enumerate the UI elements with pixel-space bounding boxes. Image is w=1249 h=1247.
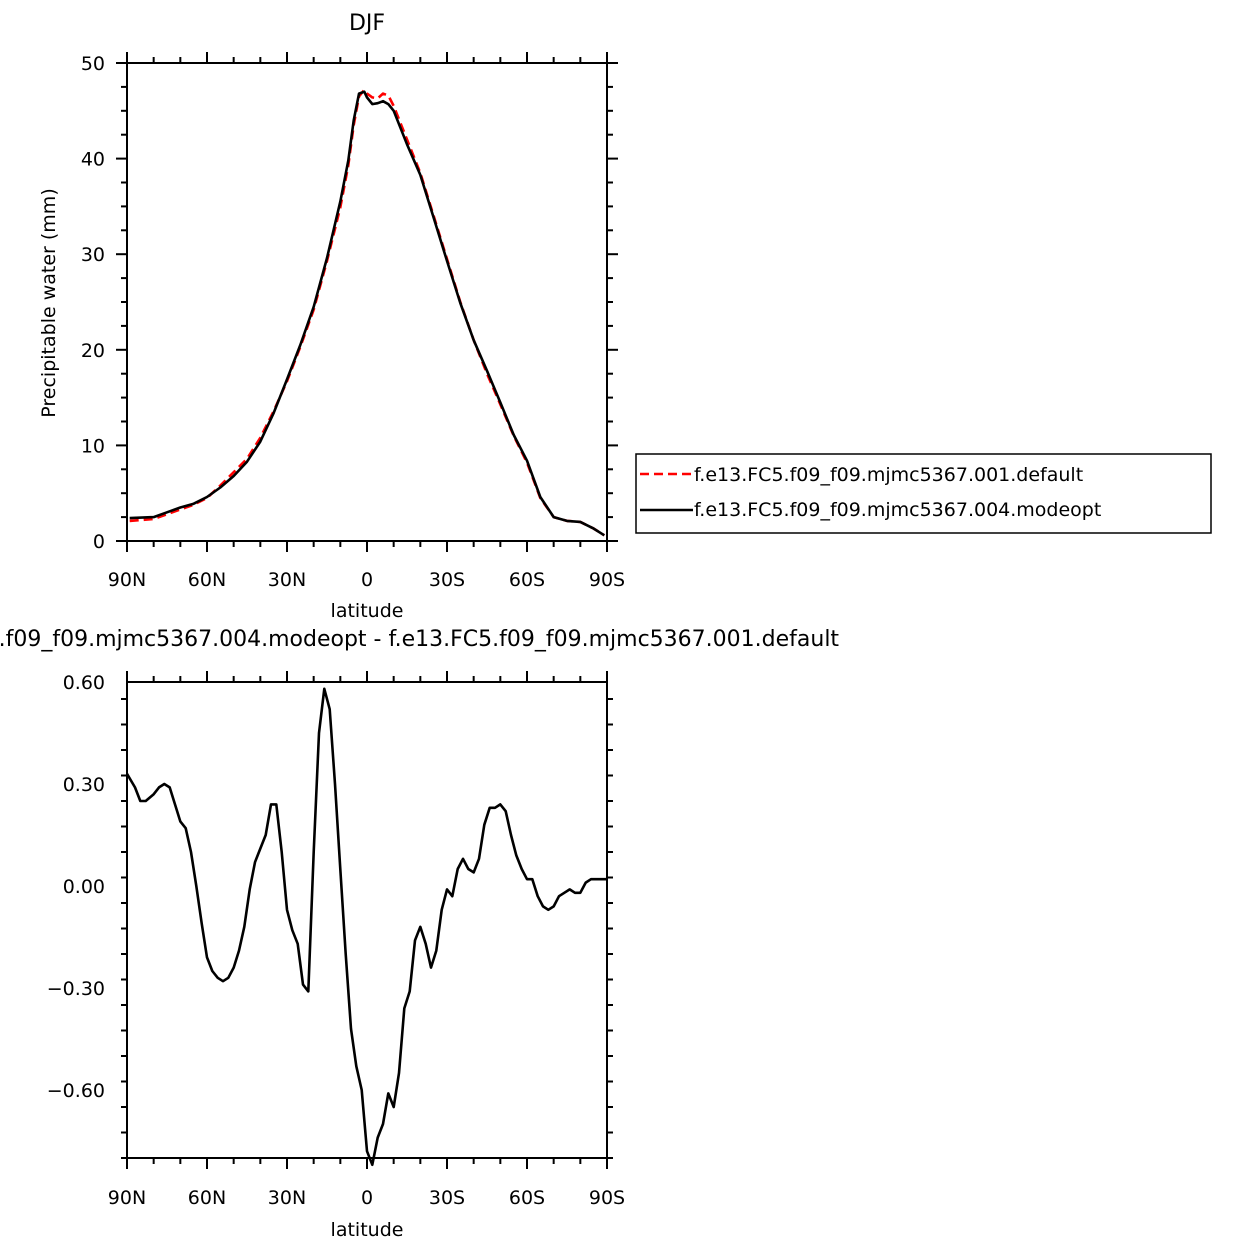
series-line-modeopt (129, 90, 605, 537)
y-tick-label: 0.60 (63, 672, 105, 694)
chart-bottom-x-axis-label: latitude (331, 1219, 404, 1241)
chart-top-y-axis-label: Precipitable water (mm) (38, 188, 60, 417)
y-tick-label: 40 (81, 149, 105, 171)
x-tick-label: 60N (188, 1187, 226, 1209)
y-tick-label: 20 (81, 340, 105, 362)
y-tick-label: 0.30 (63, 774, 105, 796)
chart-bottom: f.e13.FC5.f09_f09.mjmc5367.004.modeopt -… (0, 627, 839, 1241)
x-tick-label: 60S (509, 1187, 545, 1209)
chart-bottom-y-tick-labels: 0.60 0.30 0.00 −0.30 −0.60 (47, 672, 105, 1102)
y-tick-label: 0 (93, 531, 105, 553)
x-tick-label: 90N (108, 569, 146, 591)
x-tick-label: 90S (589, 1187, 625, 1209)
chart-top-title: DJF (349, 11, 385, 36)
y-tick-label: 10 (81, 435, 105, 457)
legend-label-default: f.e13.FC5.f09_f09.mjmc5367.001.default (694, 464, 1083, 486)
chart-bottom-title: f.e13.FC5.f09_f09.mjmc5367.004.modeopt -… (0, 627, 839, 652)
x-tick-label: 0 (361, 569, 373, 591)
y-tick-label: 30 (81, 244, 105, 266)
x-tick-label: 30N (268, 569, 306, 591)
chart-bottom-x-tick-labels: 90N 60N 30N 0 30S 60S 90S (108, 1187, 625, 1209)
chart-top-legend: f.e13.FC5.f09_f09.mjmc5367.001.default f… (635, 453, 1212, 534)
y-tick-label: 0.00 (63, 876, 105, 898)
chart-top-x-tick-labels: 90N 60N 30N 0 30S 60S 90S (108, 569, 625, 591)
chart-bottom-series (125, 687, 607, 1167)
chart-bottom-plot-frame (126, 681, 608, 1159)
chart-top-plot-frame (126, 62, 608, 542)
x-tick-label: 0 (361, 1187, 373, 1209)
series-line-default (129, 88, 605, 537)
series-line-difference (125, 687, 607, 1167)
chart-top-series (129, 88, 605, 537)
x-tick-label: 90N (108, 1187, 146, 1209)
chart-bottom-ticks (121, 671, 613, 1169)
x-tick-label: 30N (268, 1187, 306, 1209)
y-tick-label: 50 (81, 53, 105, 75)
x-tick-label: 60S (509, 569, 545, 591)
chart-bottom-y-axis-label: Precipitable water (mm) (31, 805, 53, 1034)
legend-label-modeopt: f.e13.FC5.f09_f09.mjmc5367.004.modeopt (694, 499, 1101, 521)
x-tick-label: 60N (188, 569, 226, 591)
x-tick-label: 30S (429, 569, 465, 591)
x-tick-label: 90S (589, 569, 625, 591)
chart-top-y-tick-labels: 0 10 20 30 40 50 (81, 53, 105, 553)
y-tick-label: −0.60 (47, 1080, 105, 1102)
legend-frame (635, 453, 1212, 534)
chart-top-ticks (116, 52, 618, 552)
y-tick-label: −0.30 (47, 978, 105, 1000)
chart-top-x-axis-label: latitude (331, 600, 404, 622)
chart-top: DJF 90N 60N 30N 0 30S 60S 90S 0 10 20 30 40 50 lati… (38, 11, 1212, 622)
x-tick-label: 30S (429, 1187, 465, 1209)
